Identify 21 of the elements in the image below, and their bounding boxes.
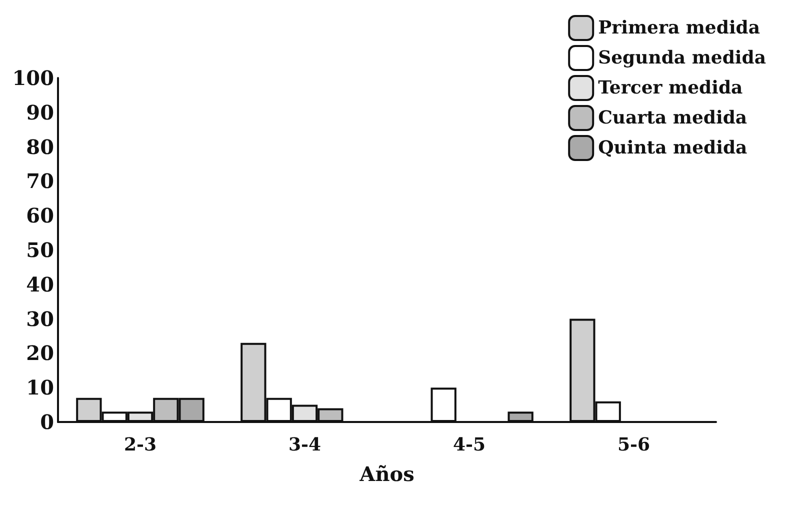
y-tick-label: 20 xyxy=(26,341,54,366)
y-tick-label: 90 xyxy=(26,100,54,124)
x-tick-label: 5-6 xyxy=(617,434,650,456)
legend-label: Primera medida xyxy=(598,18,760,38)
y-tick-label: 60 xyxy=(26,204,54,228)
y-tick-label: 0 xyxy=(40,410,54,434)
x-tick-label: 3-4 xyxy=(288,434,322,456)
legend-label: Quinta medida xyxy=(598,138,748,158)
x-tick-label: 4-5 xyxy=(452,434,486,456)
y-tick-label: 40 xyxy=(26,272,54,296)
x-axis-title: Años xyxy=(358,462,414,486)
y-tick-label: 50 xyxy=(26,238,54,262)
legend-label: Cuarta medida xyxy=(598,108,748,128)
y-tick-label: 100 xyxy=(12,66,54,90)
x-tick-label: 2-3 xyxy=(124,434,157,456)
y-tick-label: 10 xyxy=(26,376,54,400)
y-tick-label: 30 xyxy=(26,306,54,331)
y-tick-label: 70 xyxy=(26,169,54,194)
legend-label: Tercer medida xyxy=(598,78,744,98)
y-tick-label: 80 xyxy=(26,134,54,159)
legend-label: Segunda medida xyxy=(598,48,766,68)
